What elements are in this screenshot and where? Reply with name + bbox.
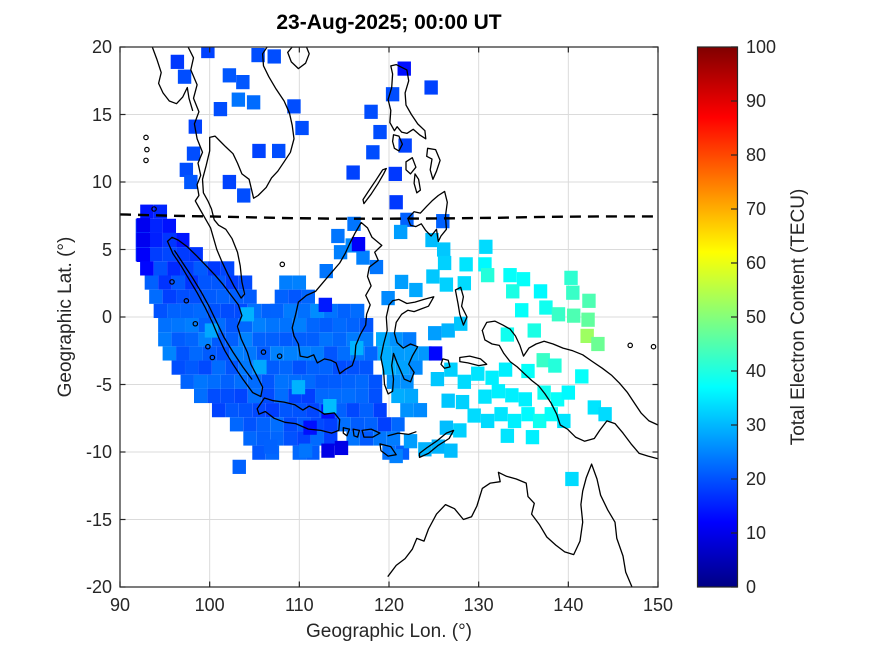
colorbar: [696, 46, 739, 588]
colorbar-tick-label: 60: [746, 253, 767, 273]
y-tick-label: -20: [85, 577, 112, 597]
colorbar-tick-label: 20: [746, 469, 767, 489]
coastline-timor: [418, 429, 455, 459]
coastline-mindoro: [391, 134, 404, 152]
coastline-mainland_sea: [187, 47, 295, 299]
y-tick-label: 0: [101, 307, 112, 327]
x-tick-label: 150: [642, 595, 674, 615]
y-tick-label: 20: [91, 37, 112, 57]
coastline-panay: [405, 157, 417, 175]
coastline-sumatra: [166, 236, 264, 398]
colorbar-tick-label: 50: [746, 307, 767, 327]
x-tick-label: 100: [194, 595, 225, 615]
coastline-java: [256, 397, 341, 434]
coastline-bali: [342, 427, 351, 437]
x-tick-label: 130: [463, 595, 494, 615]
coastline-palawan: [362, 167, 387, 205]
coastline-flores: [387, 431, 417, 437]
coastline-samar_leyte: [426, 147, 441, 180]
colorbar-tick-label: 40: [746, 361, 767, 381]
coastline-new_guinea_north: [481, 320, 658, 426]
coastline-seram: [459, 355, 488, 367]
tec-cells-layer: [135, 47, 612, 487]
coastline-hainan: [287, 47, 310, 70]
coastline-australia: [387, 463, 633, 587]
coastline-sulawesi: [380, 296, 435, 395]
coastline-buru: [440, 358, 451, 369]
colorbar-tick-label: 90: [746, 91, 767, 111]
y-tick-label: 10: [91, 172, 112, 192]
coastline-lombok: [352, 428, 361, 438]
y-tick-label: -5: [95, 374, 112, 395]
coastline-new_guinea_south: [481, 329, 658, 460]
coastlines-layer: [143, 47, 658, 587]
coastline-myanmar: [151, 47, 194, 112]
colorbar-tick-label: 30: [746, 415, 767, 435]
plot-title: 23-Aug-2025; 00:00 UT: [276, 11, 502, 34]
coastline-negros: [413, 173, 422, 194]
x-tick-label: 120: [373, 595, 405, 615]
coastline-sumatra_inner: [174, 250, 253, 380]
y-tick-label: -10: [85, 442, 112, 462]
coastline-sumbawa: [361, 428, 381, 438]
coastline-luzon: [387, 63, 427, 140]
colorbar-tick-label: 70: [746, 199, 767, 219]
x-tick-label: 110: [284, 595, 314, 615]
colorbar-tick-label: 0: [746, 577, 757, 597]
colorbar-tick-label: 80: [746, 145, 767, 165]
coastline-halmahera: [454, 286, 468, 326]
coastline-sumba: [379, 443, 397, 457]
colorbar-tick-label: 10: [746, 523, 767, 543]
coastline-mindanao: [407, 190, 448, 243]
y-tick-label: -15: [85, 509, 112, 530]
axes-frame: [119, 46, 659, 588]
colorbar-tick-label: 100: [746, 37, 777, 57]
x-tick-label: 90: [109, 595, 131, 615]
y-tick-label: 5: [101, 239, 112, 260]
y-tick-label: 15: [91, 104, 112, 125]
coastline-borneo: [291, 221, 383, 375]
x-tick-label: 140: [553, 595, 584, 615]
x-axis-label: Geographic Lon. (°): [305, 621, 473, 642]
